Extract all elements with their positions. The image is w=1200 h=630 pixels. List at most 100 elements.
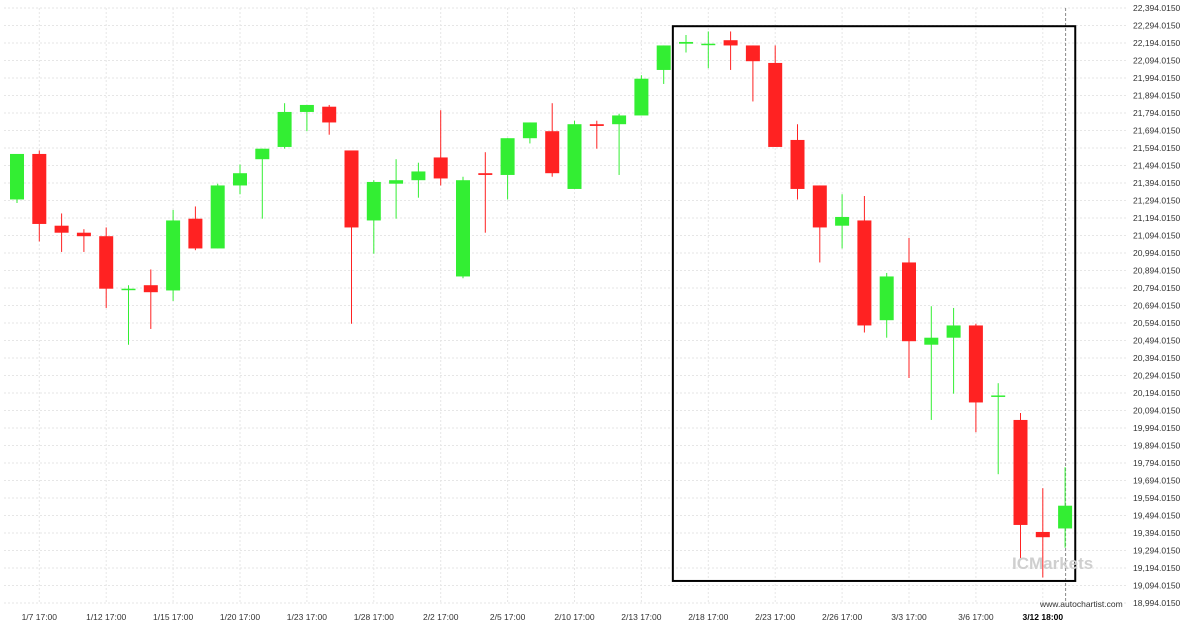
y-tick-label: 21,894.0150 [1133,91,1181,101]
y-tick-label: 20,494.0150 [1133,336,1181,346]
candle-body-down [745,45,760,62]
candle-body-down [1013,419,1028,525]
candle-body-down [768,62,783,147]
candle-body-up [567,124,582,189]
candle-body-up [991,395,1006,397]
candle-body-up [277,111,292,147]
candle-body-up [701,43,716,46]
y-tick-label: 21,294.0150 [1133,196,1181,206]
candle-body-down [32,153,47,224]
y-tick-label: 20,694.0150 [1133,301,1181,311]
candles [10,31,1073,578]
y-tick-label: 22,294.0150 [1133,21,1181,31]
y-tick-label: 21,594.0150 [1133,143,1181,153]
candle-body-down [1035,531,1050,538]
y-tick-label: 20,894.0150 [1133,266,1181,276]
candle-body-up [166,220,181,291]
y-axis: 22,394.0150 22,294.0150 22,194.0150 22,094.… [1133,3,1181,608]
x-axis: 1/7 17:00 1/12 17:00 1/15 17:00 1/20 17:00 1… [22,612,1064,622]
candle-body-down [857,220,872,326]
pattern-box [671,25,1077,582]
candle-body-down [902,262,916,342]
y-tick-label: 21,694.0150 [1133,126,1181,136]
candle-body-down [76,232,91,237]
y-tick-label: 19,794.0150 [1133,458,1181,468]
candle-body-up [946,325,961,338]
x-tick-label: 3/12 18:00 [1022,612,1063,622]
candle-body-down [344,150,359,228]
candle-body-up [522,122,537,139]
x-tick-label: 1/28 17:00 [354,612,394,622]
y-tick-label: 20,294.0150 [1133,371,1181,381]
y-tick-label: 19,394.0150 [1133,528,1181,538]
candle-body-up [389,180,404,184]
candle-body-down [545,131,560,174]
candle-body-up [233,173,247,186]
y-tick-label: 21,994.0150 [1133,73,1181,83]
candle-body-up [121,288,136,291]
y-tick-label: 20,594.0150 [1133,318,1181,328]
y-tick-label: 19,494.0150 [1133,511,1181,521]
candle-body-up [10,153,24,200]
x-tick-label: 3/6 17:00 [958,612,994,622]
x-tick-label: 2/2 17:00 [423,612,459,622]
candle-body-up [612,115,627,125]
y-tick-label: 18,994.0150 [1133,598,1181,608]
y-tick-label: 20,994.0150 [1133,248,1181,258]
candle-body-down [790,139,805,189]
candle-body-up [255,148,270,160]
candle-body-down [812,185,827,228]
y-tick-label: 21,794.0150 [1133,108,1181,118]
x-tick-label: 1/7 17:00 [22,612,58,622]
y-tick-label: 22,094.0150 [1133,56,1181,66]
x-tick-label: 2/18 17:00 [688,612,728,622]
x-tick-label: 2/10 17:00 [554,612,594,622]
candle-body-down [188,218,203,249]
y-tick-label: 20,394.0150 [1133,353,1181,363]
y-tick-label: 20,794.0150 [1133,283,1181,293]
candle-body-down [54,225,69,233]
y-tick-label: 19,894.0150 [1133,441,1181,451]
pattern-rectangle [671,25,1077,582]
grid [4,7,1128,604]
candle-body-up [634,78,649,116]
candle-body-down [322,106,337,123]
candle-body-down [589,124,604,126]
candle-body-down [723,40,738,46]
candle-body-up [456,180,470,277]
y-tick-label: 19,194.0150 [1133,563,1181,573]
y-tick-label: 19,594.0150 [1133,493,1181,503]
candle-body-up [679,41,693,44]
candle-body-down [478,173,493,175]
candle-body-up [366,181,381,221]
y-tick-label: 21,494.0150 [1133,161,1181,171]
candle-body-up [1058,505,1073,529]
y-tick-label: 20,094.0150 [1133,406,1181,416]
credit-text: www.autochartist.com [1039,599,1123,609]
candle-body-up [500,138,515,175]
watermark: ICMarkets [1012,554,1093,573]
y-tick-label: 22,194.0150 [1133,38,1181,48]
candle-body-down [143,285,158,293]
x-tick-label: 1/12 17:00 [86,612,126,622]
x-tick-label: 1/23 17:00 [287,612,327,622]
candle-body-up [411,171,426,181]
candle-body-up [299,104,314,112]
y-tick-label: 20,194.0150 [1133,388,1181,398]
x-tick-label: 3/3 17:00 [891,612,927,622]
y-tick-label: 19,994.0150 [1133,423,1181,433]
x-tick-label: 1/20 17:00 [220,612,260,622]
candle-body-up [835,216,850,226]
x-tick-label: 1/15 17:00 [153,612,193,622]
x-tick-label: 2/5 17:00 [490,612,526,622]
x-tick-label: 2/13 17:00 [621,612,661,622]
candle-body-up [879,276,894,321]
x-tick-label: 2/26 17:00 [822,612,862,622]
y-tick-label: 19,694.0150 [1133,476,1181,486]
y-tick-label: 19,094.0150 [1133,581,1181,591]
y-tick-label: 21,094.0150 [1133,231,1181,241]
candle-body-down [99,236,114,289]
y-tick-label: 22,394.0150 [1133,3,1181,13]
candle-body-down [968,325,983,403]
y-tick-label: 21,194.0150 [1133,213,1181,223]
